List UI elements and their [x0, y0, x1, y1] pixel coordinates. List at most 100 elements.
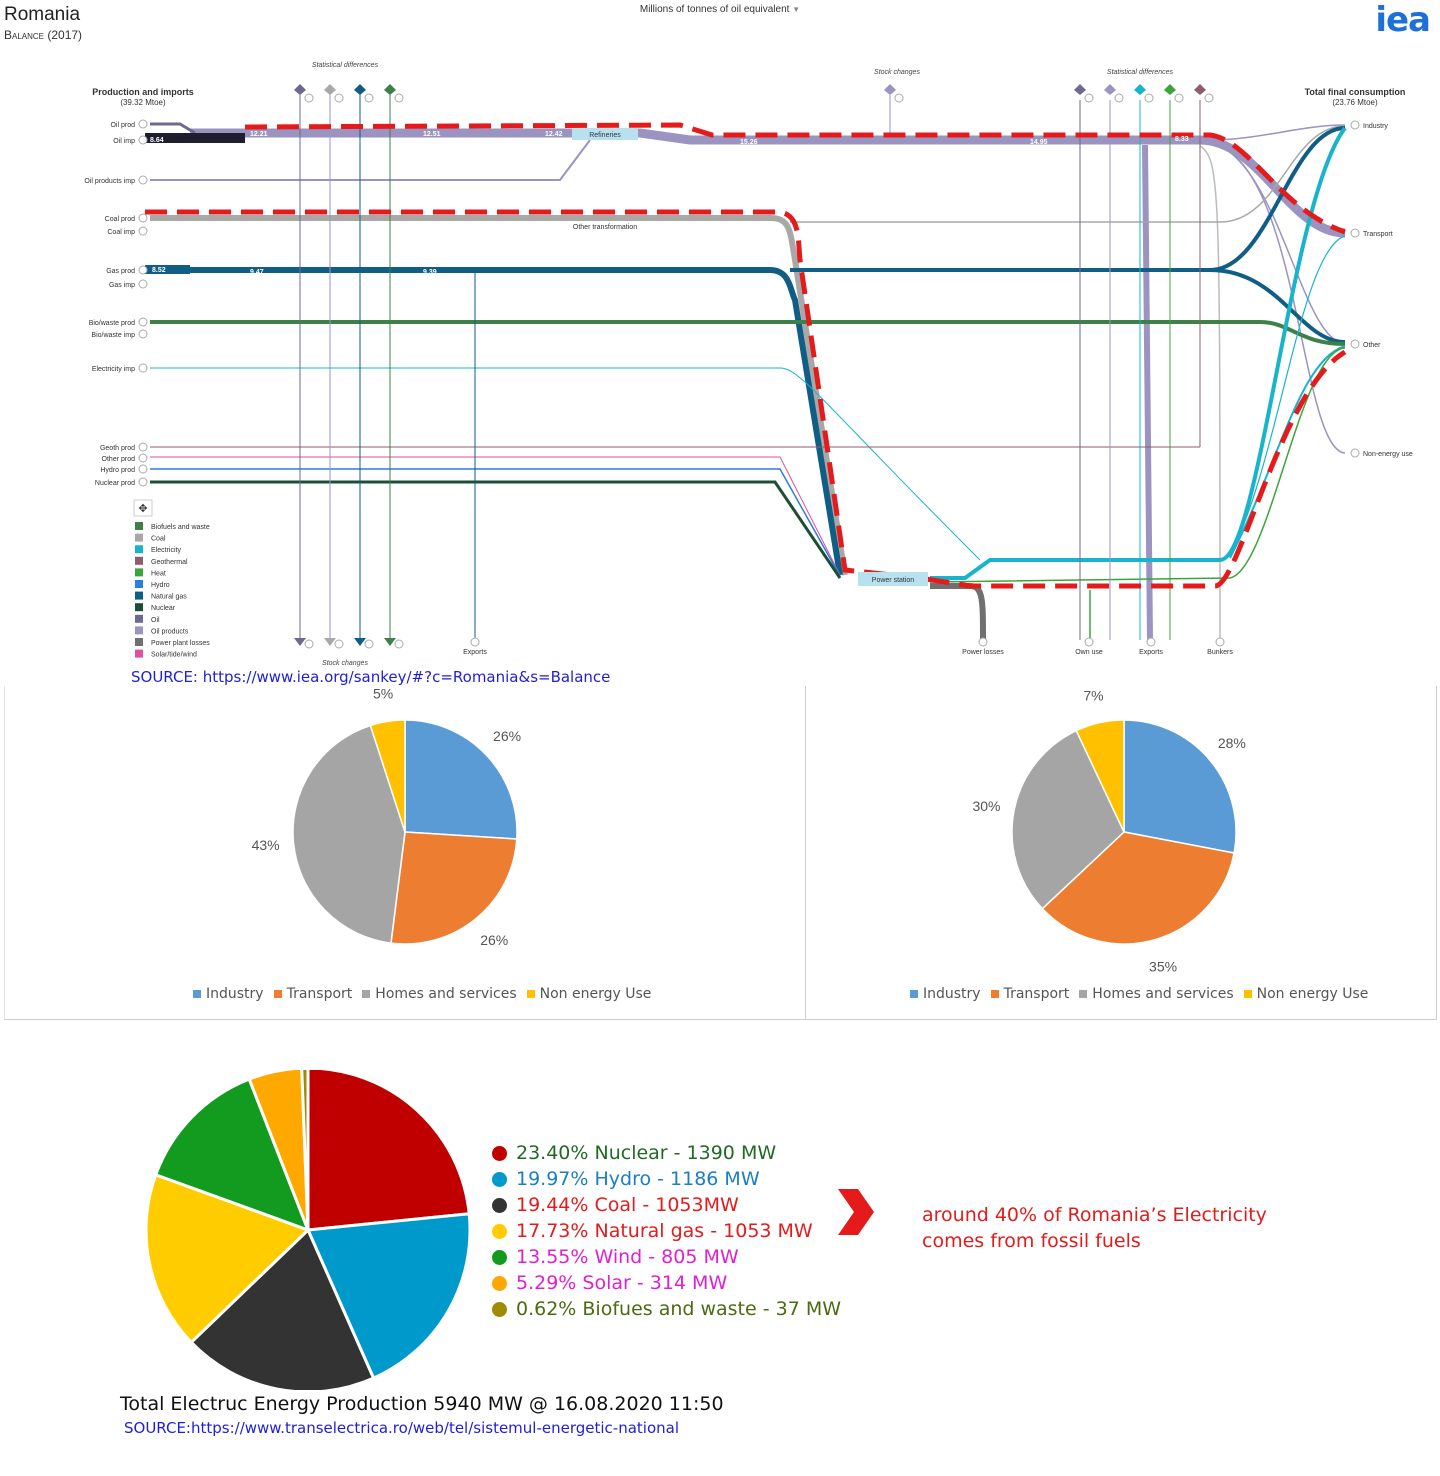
- legend-item[interactable]: Industry: [193, 986, 264, 1002]
- pie-slice-industry[interactable]: [1123, 719, 1237, 854]
- pie-slice-coal[interactable]: [189, 1227, 376, 1390]
- sankey-right-title: Total final consumption: [1305, 87, 1406, 97]
- pie-slice-transport[interactable]: [1041, 831, 1235, 945]
- legend-swatch: [990, 990, 999, 998]
- chevron-right-icon: [838, 1189, 874, 1235]
- sankey-source-node[interactable]: [138, 329, 148, 339]
- sankey-source-label: Bio/waste prod: [89, 320, 135, 327]
- sankey-stock-node[interactable]: [304, 639, 314, 649]
- sankey-legend-label[interactable]: Coal: [151, 536, 166, 543]
- source-iea[interactable]: SOURCE: https://www.iea.org/sankey/#?c=R…: [131, 668, 611, 686]
- flow-coal: [150, 215, 848, 576]
- sankey-source-node[interactable]: [138, 226, 148, 236]
- pie-slice-nuclear[interactable]: [306, 1070, 471, 1232]
- legend-label: Homes and services: [375, 986, 517, 1002]
- sankey-legend-label[interactable]: Oil products: [151, 628, 189, 635]
- legend-dot: [492, 1146, 507, 1161]
- sankey-stock-node[interactable]: [364, 639, 374, 649]
- sankey-stat-node[interactable]: [894, 93, 904, 103]
- sankey-legend-swatch: [135, 603, 143, 612]
- sankey-sink-node[interactable]: [1350, 339, 1360, 349]
- sankey-bottom-node[interactable]: [1084, 637, 1094, 647]
- pie-slice-homes-and-services[interactable]: [292, 724, 406, 944]
- sankey-stat-node[interactable]: [1114, 93, 1124, 103]
- sankey-source-node[interactable]: [138, 363, 148, 373]
- sankey-source-node[interactable]: [138, 453, 148, 463]
- flow-gas-other: [1209, 268, 1346, 344]
- node-refineries[interactable]: [572, 128, 638, 140]
- sankey-legend-label[interactable]: Solar/tide/wind: [151, 652, 197, 659]
- pie-slice-non-energy-use[interactable]: [1075, 719, 1125, 833]
- sankey-source-node[interactable]: [138, 135, 148, 145]
- sankey-stat-node[interactable]: [364, 93, 374, 103]
- legend-item[interactable]: Non energy Use: [1243, 986, 1368, 1002]
- pie-slice-wind[interactable]: [153, 1077, 311, 1233]
- sankey-bottom-node[interactable]: [978, 637, 988, 647]
- sankey-bottom-node[interactable]: [1215, 637, 1225, 647]
- move-icon[interactable]: [133, 499, 153, 517]
- legend-item[interactable]: Transport: [990, 986, 1070, 1002]
- sankey-stat-node[interactable]: [1084, 93, 1094, 103]
- sankey-source-node[interactable]: [138, 464, 148, 474]
- pie-slice-homes-and-services[interactable]: [1011, 729, 1125, 910]
- sankey-legend-label[interactable]: Power plant losses: [151, 640, 210, 647]
- source-transelectrica[interactable]: SOURCE:https://www.transelectrica.ro/web…: [124, 1419, 679, 1437]
- stock-changes-label: Stock changes: [874, 69, 920, 76]
- legend-item[interactable]: Homes and services: [362, 986, 517, 1002]
- sankey-stat-node[interactable]: [1174, 93, 1184, 103]
- flow-arrow-down: [354, 638, 366, 646]
- sankey-stat-node[interactable]: [1204, 93, 1214, 103]
- pie-slice-biofues-and-waste[interactable]: [300, 1070, 310, 1231]
- sankey-legend-label[interactable]: Hydro: [151, 582, 170, 589]
- sankey-stock-node[interactable]: [334, 639, 344, 649]
- sankey-stock-node[interactable]: [394, 639, 404, 649]
- sankey-source-node[interactable]: [138, 317, 148, 327]
- legend-item[interactable]: Homes and services: [1079, 986, 1234, 1002]
- sankey-legend-label[interactable]: Natural gas: [151, 594, 187, 601]
- node-power-station[interactable]: [858, 572, 928, 586]
- legend-item[interactable]: Transport: [273, 986, 352, 1002]
- legend-label: Transport: [1003, 986, 1070, 1002]
- flow-elec-other: [1229, 345, 1346, 559]
- sankey-legend-swatch: [135, 614, 143, 623]
- sankey-legend-label[interactable]: Electricity: [151, 547, 181, 554]
- pie-data-label: 26%: [493, 728, 521, 744]
- sankey-source-label: Gas imp: [109, 282, 135, 289]
- pie-slice-hydro[interactable]: [305, 1212, 472, 1381]
- unit-selector[interactable]: Millions of tonnes of oil equivalent ▼: [600, 4, 840, 15]
- sankey-legend-label[interactable]: Oil: [151, 617, 160, 624]
- sankey-sink-node[interactable]: [1350, 120, 1360, 130]
- sankey-source-node[interactable]: [138, 477, 148, 487]
- sankey-stat-node[interactable]: [394, 93, 404, 103]
- sankey-legend-label[interactable]: Biofuels and waste: [151, 524, 210, 531]
- sankey-stat-node[interactable]: [1144, 93, 1154, 103]
- sankey-sink-node[interactable]: [1350, 448, 1360, 458]
- legend-item[interactable]: Industry: [910, 986, 981, 1002]
- pie-slice-solar[interactable]: [247, 1070, 310, 1231]
- sankey-sink-label: Industry: [1363, 123, 1388, 130]
- sankey-source-node[interactable]: [138, 119, 148, 129]
- electricity-legend: 23.40% Nuclear - 1390 MW 19.97% Hydro - 1…: [492, 1140, 841, 1322]
- sankey-sink-node[interactable]: [1350, 228, 1360, 238]
- sankey-legend-label[interactable]: Heat: [151, 570, 166, 577]
- sankey-source-node[interactable]: [138, 175, 148, 185]
- flow-arrow-up: [354, 84, 366, 95]
- sankey-source-node[interactable]: [138, 279, 148, 289]
- pie-slice-transport[interactable]: [390, 831, 518, 945]
- pie-slice-industry[interactable]: [404, 719, 518, 840]
- sankey-source-node[interactable]: [138, 265, 148, 275]
- legend-dot: [492, 1302, 507, 1317]
- sankey-source-node[interactable]: [138, 442, 148, 452]
- sankey-legend-label[interactable]: Geothermal: [151, 559, 188, 566]
- sankey-stat-node[interactable]: [304, 93, 314, 103]
- sankey-stat-node[interactable]: [334, 93, 344, 103]
- flow-value-label: 8.64: [150, 137, 164, 144]
- legend-dot: [492, 1276, 507, 1291]
- legend-item[interactable]: Non energy Use: [526, 986, 651, 1002]
- sankey-source-node[interactable]: [138, 213, 148, 223]
- sankey-legend-label[interactable]: Nuclear: [151, 605, 176, 612]
- sankey-bottom-node[interactable]: [470, 637, 480, 647]
- pie-slice-non-energy-use[interactable]: [369, 719, 406, 833]
- sankey-source-label: Coal imp: [107, 229, 135, 236]
- sankey-bottom-node[interactable]: [1146, 637, 1156, 647]
